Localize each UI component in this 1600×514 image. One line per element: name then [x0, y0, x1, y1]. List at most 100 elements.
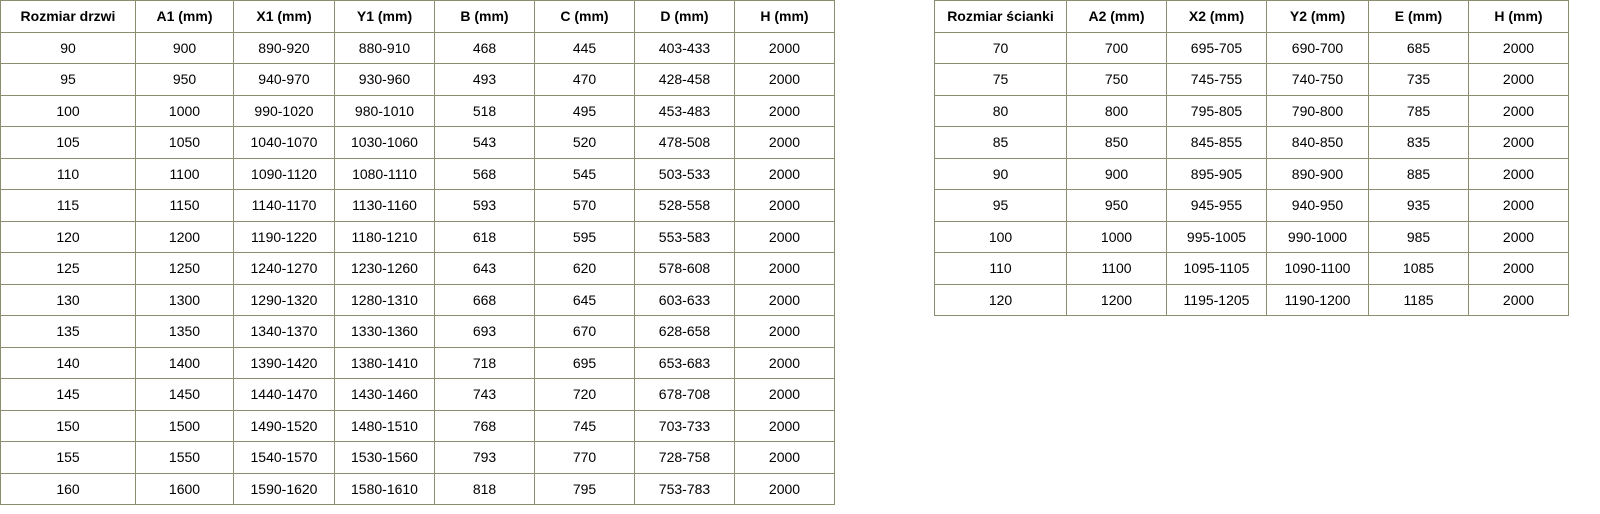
table-row: 150 1500 1490-1520 1480-1510 768 745 703-733 20…	[0, 409, 835, 442]
table-cell: 1150	[135, 189, 234, 222]
column-header: A2 (mm)	[1066, 0, 1167, 33]
table-row: 155 1550 1540-1570 1530-1560 793 770 728-758 20…	[0, 441, 835, 474]
table-cell: 95	[0, 63, 136, 96]
table-cell: 90	[0, 31, 136, 64]
table-cell: 685	[1368, 31, 1469, 64]
table-cell: 1080-1110	[334, 157, 435, 190]
table-cell: 100	[934, 220, 1067, 253]
table-cell: 90	[934, 157, 1067, 190]
table-cell: 743	[434, 378, 535, 411]
column-header: E (mm)	[1368, 0, 1469, 33]
table-cell: 453-483	[634, 94, 735, 127]
table-cell: 1550	[135, 441, 234, 474]
table-cell: 2000	[1468, 252, 1569, 285]
table-cell: 1430-1460	[334, 378, 435, 411]
table-cell: 935	[1368, 189, 1469, 222]
table-cell: 745	[534, 409, 635, 442]
table-cell: 720	[534, 378, 635, 411]
column-header: B (mm)	[434, 0, 535, 33]
table-cell: 785	[1368, 94, 1469, 127]
table-cell: 2000	[734, 472, 835, 505]
table-row: 100 1000 995-1005 990-1000 985 2000	[934, 220, 1569, 253]
table-cell: 700	[1066, 31, 1167, 64]
table-cell: 1280-1310	[334, 283, 435, 316]
table-row: 125 1250 1240-1270 1230-1260 643 620 578-608 20…	[0, 252, 835, 285]
table-cell: 2000	[734, 157, 835, 190]
table-cell: 120	[934, 283, 1067, 316]
table-cell: 890-920	[233, 31, 335, 64]
table-cell: 503-533	[634, 157, 735, 190]
table-cell: 528-558	[634, 189, 735, 222]
table-cell: 2000	[734, 346, 835, 379]
table-cell: 2000	[734, 378, 835, 411]
table-cell: 643	[434, 252, 535, 285]
table-row: 110 1100 1090-1120 1080-1110 568 545 503-533 20…	[0, 157, 835, 190]
header-row: Rozmiar drzwi A1 (mm) X1 (mm) Y1 (mm) B (mm)…	[0, 0, 835, 33]
table-cell: 1140-1170	[233, 189, 335, 222]
table-cell: 1000	[135, 94, 234, 127]
table-cell: 1230-1260	[334, 252, 435, 285]
table-cell: 618	[434, 220, 535, 253]
header-row: Rozmiar ścianki A2 (mm) X2 (mm) Y2 (mm) E (m…	[934, 0, 1569, 33]
table-cell: 850	[1066, 126, 1167, 159]
table-cell: 930-960	[334, 63, 435, 96]
table-cell: 115	[0, 189, 136, 222]
table-cell: 795-805	[1166, 94, 1267, 127]
table-cell: 940-970	[233, 63, 335, 96]
table-cell: 1040-1070	[233, 126, 335, 159]
table-cell: 1530-1560	[334, 441, 435, 474]
table-cell: 1100	[1066, 252, 1167, 285]
table-cell: 1500	[135, 409, 234, 442]
table-cell: 1450	[135, 378, 234, 411]
column-header: C (mm)	[534, 0, 635, 33]
table-cell: 470	[534, 63, 635, 96]
table-cell: 695	[534, 346, 635, 379]
table-cell: 75	[934, 63, 1067, 96]
table-cell: 950	[135, 63, 234, 96]
table-cell: 1190-1220	[233, 220, 335, 253]
table-cell: 2000	[734, 94, 835, 127]
table-row: 95 950 945-955 940-950 935 2000	[934, 189, 1569, 222]
table-cell: 1340-1370	[233, 315, 335, 348]
table-row: 75 750 745-755 740-750 735 2000	[934, 63, 1569, 96]
table-cell: 495	[534, 94, 635, 127]
column-header: Rozmiar drzwi	[0, 0, 136, 33]
table-cell: 1190-1200	[1266, 283, 1369, 316]
table-row: 85 850 845-855 840-850 835 2000	[934, 126, 1569, 159]
table-cell: 70	[934, 31, 1067, 64]
table-cell: 543	[434, 126, 535, 159]
table-cell: 695-705	[1166, 31, 1267, 64]
table-cell: 468	[434, 31, 535, 64]
table-cell: 2000	[734, 126, 835, 159]
table-cell: 2000	[734, 283, 835, 316]
column-header: X1 (mm)	[233, 0, 335, 33]
table-cell: 990-1020	[233, 94, 335, 127]
table-cell: 1600	[135, 472, 234, 505]
table-cell: 1290-1320	[233, 283, 335, 316]
table-row: 90 900 895-905 890-900 885 2000	[934, 157, 1569, 190]
column-header: Rozmiar ścianki	[934, 0, 1067, 33]
table-cell: 753-783	[634, 472, 735, 505]
table-cell: 110	[0, 157, 136, 190]
column-header: D (mm)	[634, 0, 735, 33]
table-cell: 518	[434, 94, 535, 127]
table-cell: 1090-1120	[233, 157, 335, 190]
table-cell: 428-458	[634, 63, 735, 96]
table-cell: 980-1010	[334, 94, 435, 127]
table-cell: 1390-1420	[233, 346, 335, 379]
column-header: Y2 (mm)	[1266, 0, 1369, 33]
table-cell: 1440-1470	[233, 378, 335, 411]
table-cell: 445	[534, 31, 635, 64]
table-cell: 728-758	[634, 441, 735, 474]
table-cell: 100	[0, 94, 136, 127]
table-cell: 1400	[135, 346, 234, 379]
table-cell: 595	[534, 220, 635, 253]
table-cell: 553-583	[634, 220, 735, 253]
table-cell: 880-910	[334, 31, 435, 64]
table-cell: 693	[434, 315, 535, 348]
table-cell: 80	[934, 94, 1067, 127]
table-cell: 745-755	[1166, 63, 1267, 96]
table-cell: 653-683	[634, 346, 735, 379]
table-cell: 2000	[1468, 157, 1569, 190]
table-row: 95 950 940-970 930-960 493 470 428-458 2000	[0, 63, 835, 96]
